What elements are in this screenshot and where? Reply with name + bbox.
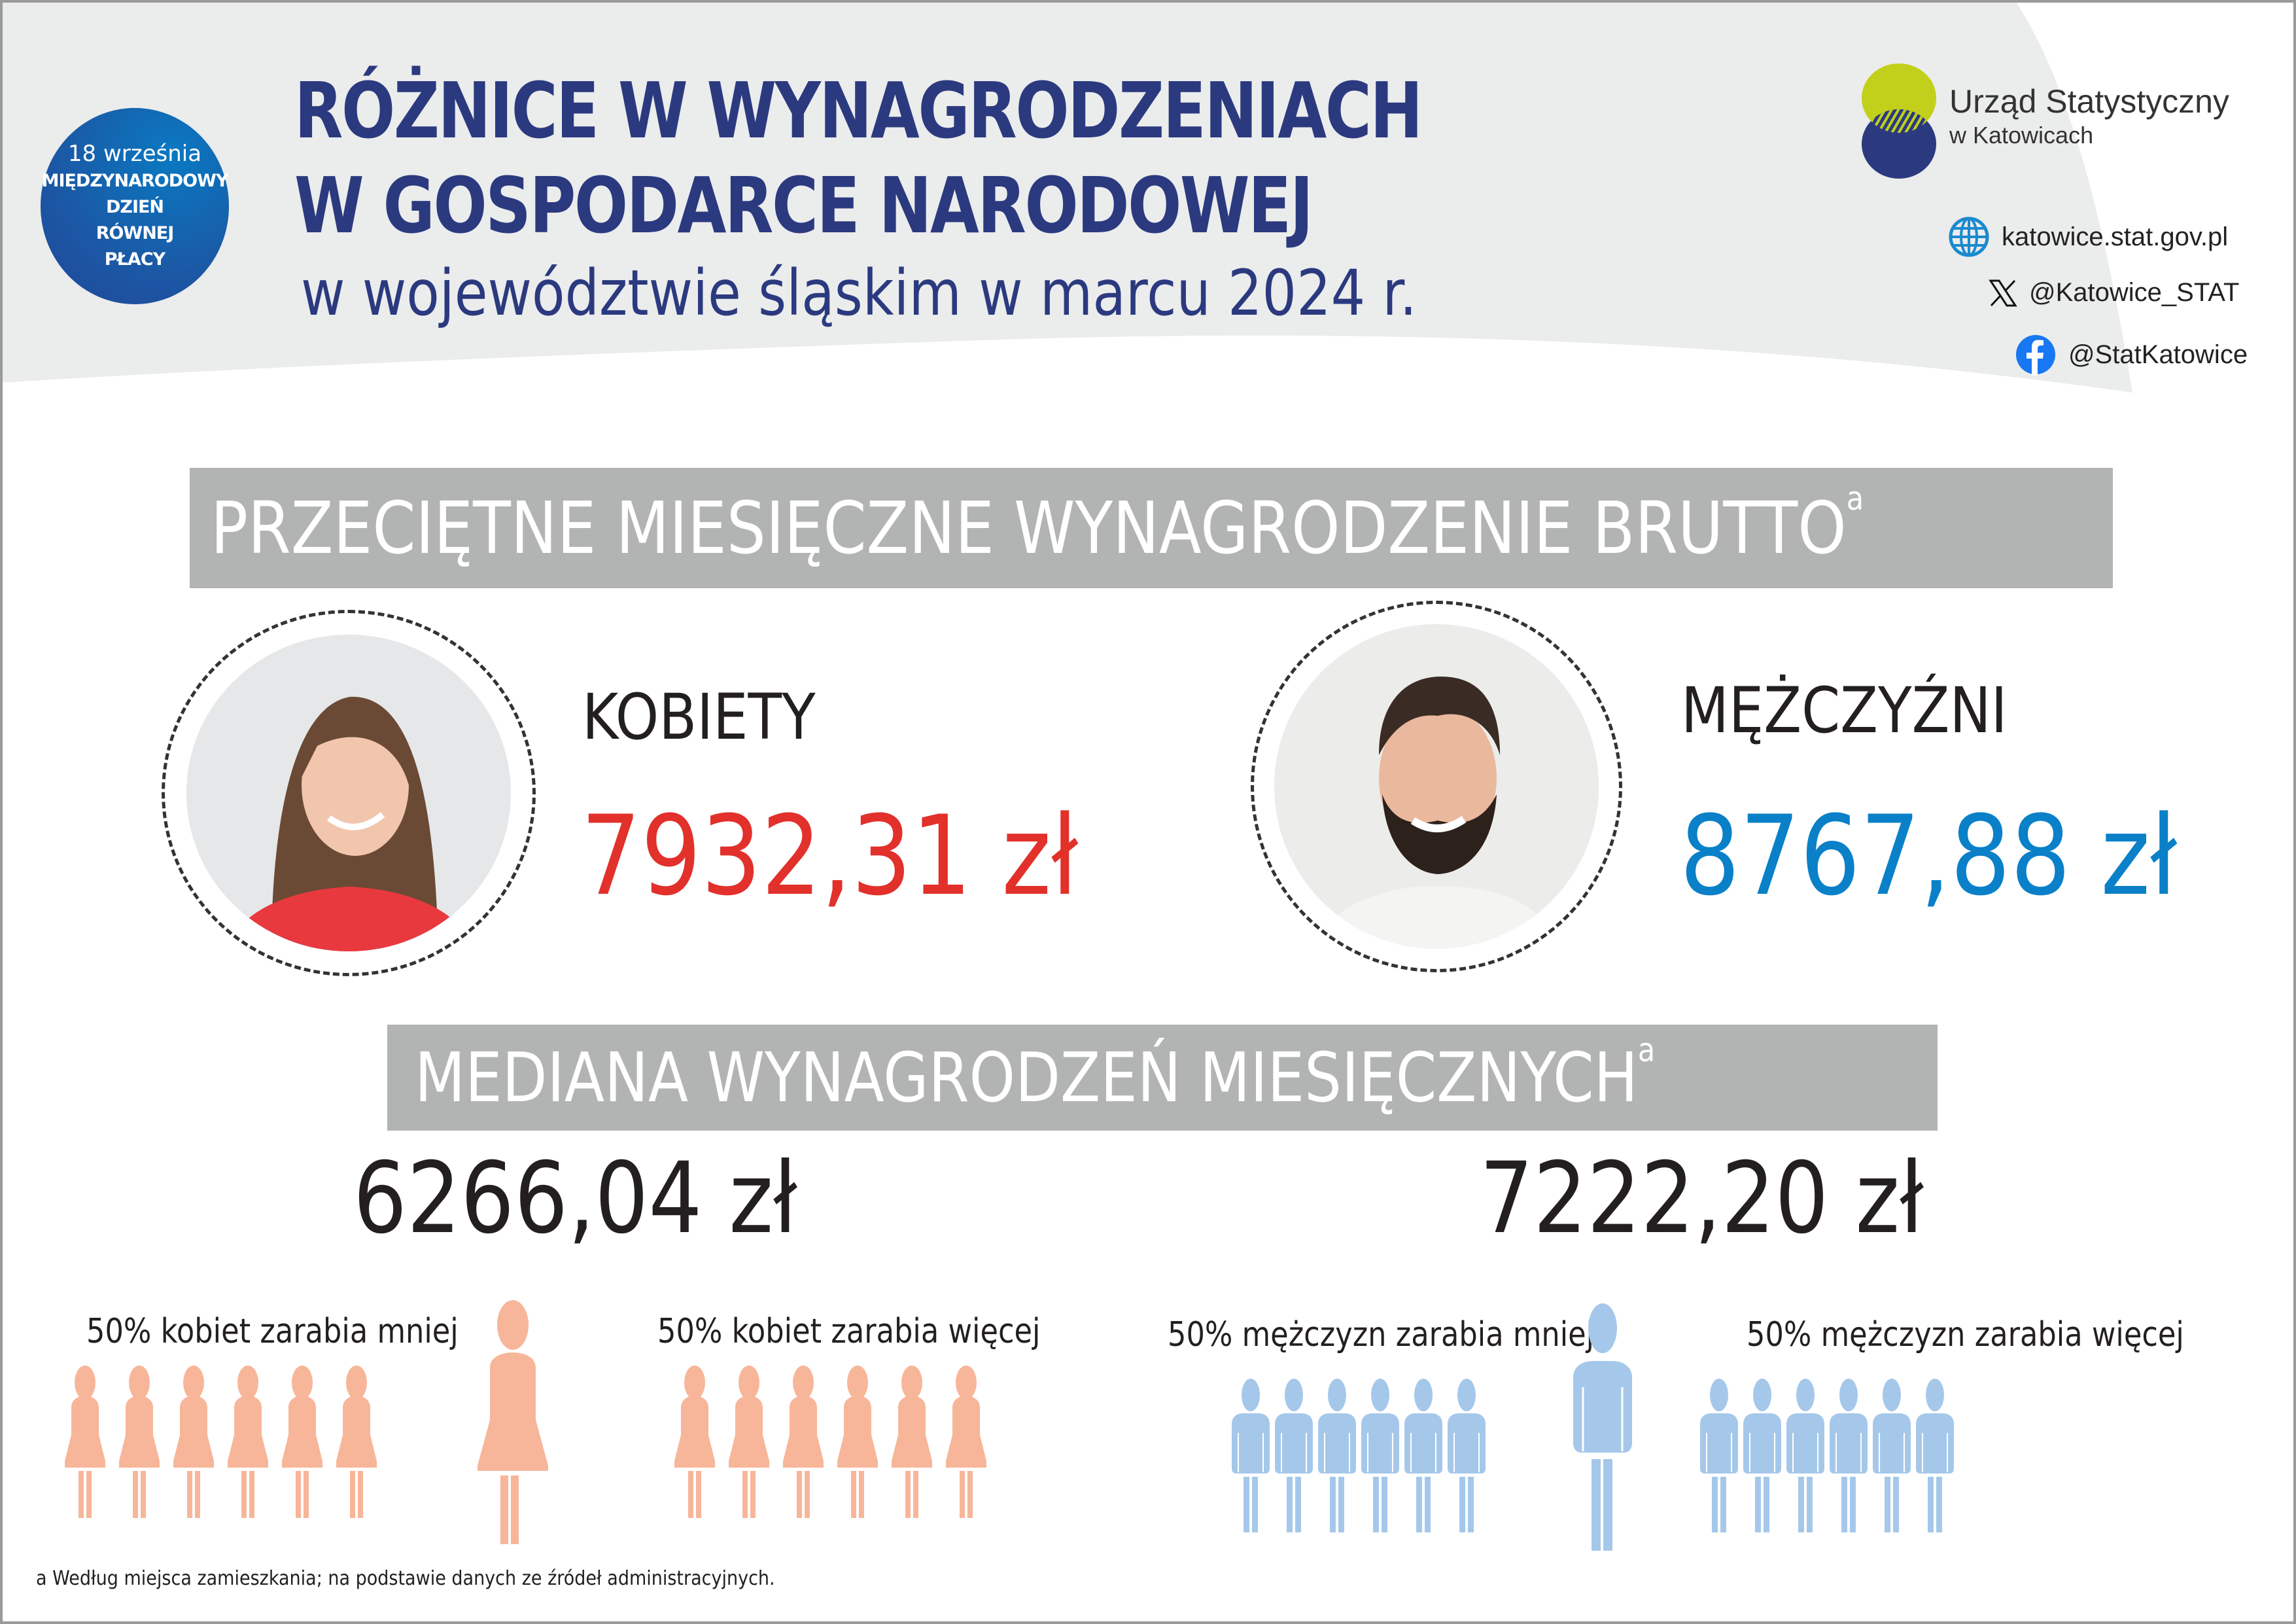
page-subtitle: w województwie śląskim w marcu 2024 r. xyxy=(301,256,1417,330)
header-background xyxy=(0,0,2132,393)
men-less-caption: 50% mężczyzn zarabia mniej xyxy=(1168,1315,1595,1354)
x-twitter-link[interactable]: @Katowice_STAT xyxy=(1989,278,2239,308)
women-less-icons xyxy=(65,1366,377,1518)
badge-line-3: RÓWNEJ xyxy=(96,223,175,243)
facebook-icon xyxy=(2016,335,2055,376)
badge-line-4: PŁACY xyxy=(104,249,165,270)
equal-pay-day-badge: 18 września MIĘDZYNARODOWY DZIEŃ RÓWNEJ … xyxy=(41,108,229,304)
badge-date: 18 września xyxy=(67,141,202,167)
men-more-caption: 50% mężczyzn zarabia więcej xyxy=(1747,1315,2184,1354)
footnote: a Według miejsca zamieszkania; na podsta… xyxy=(36,1567,775,1590)
women-more-caption: 50% kobiet zarabia więcej xyxy=(657,1312,1041,1351)
median-salary-heading: MEDIANA WYNAGRODZEŃ MIESIĘCZNYCHa xyxy=(387,1025,1938,1131)
men-label: MĘŻCZYŹNI xyxy=(1681,674,2008,747)
women-median-amount: 6266,04 zł xyxy=(353,1142,797,1256)
men-more-icons xyxy=(1699,1378,1955,1533)
badge-line-1: MIĘDZYNARODOWY xyxy=(41,171,229,191)
men-less-icons xyxy=(1231,1378,1486,1533)
women-less-caption: 50% kobiet zarabia mniej xyxy=(86,1312,459,1351)
woman-photo-frame xyxy=(162,610,536,976)
globe-icon xyxy=(1949,217,1989,257)
man-photo xyxy=(1274,624,1599,949)
women-more-icons xyxy=(674,1366,986,1518)
men-average-amount: 8767,88 zł xyxy=(1680,792,2178,920)
badge-line-2: DZIEŃ xyxy=(105,197,164,217)
women-pictogram xyxy=(65,1300,986,1544)
men-pictogram xyxy=(1231,1303,1955,1551)
woman-photo xyxy=(186,635,511,951)
women-average-amount: 7932,31 zł xyxy=(581,792,1079,920)
women-label: KOBIETY xyxy=(582,680,816,754)
page-title-line-1: RÓŻNICE W WYNAGRODZENIACH xyxy=(294,65,1423,156)
stat-office-name: Urząd Statystyczny w Katowicach xyxy=(1949,83,2229,149)
women-median-icon xyxy=(478,1300,548,1544)
footnote-mark: a xyxy=(1846,480,1864,518)
facebook-link[interactable]: @StatKatowice xyxy=(2015,334,2248,376)
stat-office-logo-icon xyxy=(1862,63,1936,179)
men-median-icon xyxy=(1573,1303,1632,1551)
x-twitter-icon xyxy=(1989,279,2017,306)
page-title-line-2: W GOSPODARCE NARODOWEJ xyxy=(294,160,1313,251)
footnote-mark: a xyxy=(1637,1031,1656,1069)
website-link[interactable]: katowice.stat.gov.pl xyxy=(1948,216,2228,258)
men-median-amount: 7222,20 zł xyxy=(1480,1142,1924,1256)
average-salary-heading: PRZECIĘTNE MIESIĘCZNE WYNAGRODZENIE BRUT… xyxy=(190,468,2113,588)
man-photo-frame xyxy=(1251,601,1622,972)
